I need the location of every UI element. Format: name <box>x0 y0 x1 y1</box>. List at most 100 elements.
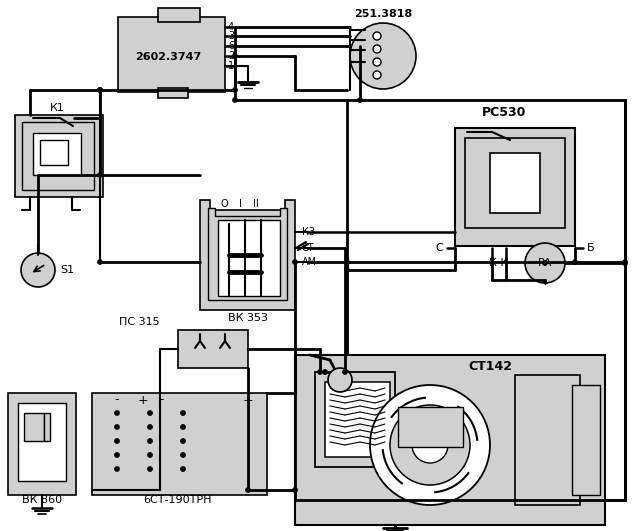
Circle shape <box>293 260 298 264</box>
Circle shape <box>147 424 152 430</box>
Polygon shape <box>200 200 295 310</box>
Circle shape <box>622 260 627 264</box>
Text: -: - <box>160 393 164 407</box>
Bar <box>8 393 76 495</box>
Text: КЗ: КЗ <box>302 227 315 237</box>
Text: 1: 1 <box>228 61 234 71</box>
Circle shape <box>350 23 416 89</box>
Circle shape <box>345 260 349 264</box>
Circle shape <box>246 487 250 492</box>
Circle shape <box>114 439 119 443</box>
Bar <box>325 382 390 457</box>
Circle shape <box>98 260 102 264</box>
Text: ВК 353: ВК 353 <box>228 313 268 323</box>
Text: +: + <box>243 393 253 407</box>
Text: +: + <box>138 393 149 407</box>
Circle shape <box>180 439 185 443</box>
Bar <box>465 138 565 228</box>
Circle shape <box>98 88 102 92</box>
Circle shape <box>232 98 237 102</box>
Text: С: С <box>435 243 443 253</box>
Bar <box>44 413 50 441</box>
Circle shape <box>98 88 102 92</box>
Text: ВК 860: ВК 860 <box>22 495 62 505</box>
Circle shape <box>98 173 102 177</box>
Circle shape <box>180 452 185 458</box>
Circle shape <box>114 452 119 458</box>
Bar <box>22 122 94 190</box>
Circle shape <box>373 71 381 79</box>
Bar <box>490 153 540 213</box>
Bar <box>315 372 395 467</box>
Bar <box>15 115 103 197</box>
Text: S1: S1 <box>60 265 74 275</box>
Circle shape <box>573 260 577 264</box>
Circle shape <box>232 88 237 92</box>
Circle shape <box>358 98 363 102</box>
Text: РС530: РС530 <box>482 107 526 119</box>
Circle shape <box>345 268 349 272</box>
Circle shape <box>373 45 381 53</box>
Text: 251.3818: 251.3818 <box>354 9 412 19</box>
Circle shape <box>373 32 381 40</box>
Text: ПС 315: ПС 315 <box>119 317 160 327</box>
Text: АМ: АМ <box>302 257 317 267</box>
Circle shape <box>114 467 119 472</box>
Circle shape <box>370 385 490 505</box>
Bar <box>455 128 575 246</box>
Text: 4: 4 <box>228 22 234 32</box>
Text: II: II <box>253 199 259 209</box>
Circle shape <box>293 487 298 492</box>
Circle shape <box>180 410 185 415</box>
Bar <box>118 17 225 92</box>
Bar <box>178 330 248 368</box>
Bar <box>158 8 200 22</box>
Text: СТ: СТ <box>302 243 314 253</box>
Text: 2: 2 <box>228 51 234 61</box>
Text: 2602.3747: 2602.3747 <box>135 52 201 62</box>
Bar <box>18 403 66 481</box>
Circle shape <box>114 410 119 415</box>
Circle shape <box>542 261 547 266</box>
Bar <box>398 407 463 447</box>
Bar <box>40 140 68 165</box>
Bar <box>515 375 580 505</box>
Text: О: О <box>220 199 228 209</box>
Bar <box>33 133 81 175</box>
Circle shape <box>147 452 152 458</box>
Bar <box>218 220 280 296</box>
Bar <box>295 355 605 525</box>
Text: СТ142: СТ142 <box>468 361 512 373</box>
Bar <box>347 100 625 500</box>
Circle shape <box>180 424 185 430</box>
Text: К К: К К <box>490 258 509 268</box>
Bar <box>572 385 600 495</box>
Text: 3: 3 <box>228 31 234 41</box>
Circle shape <box>114 424 119 430</box>
Circle shape <box>525 243 565 283</box>
Text: Б: Б <box>587 243 594 253</box>
Circle shape <box>21 253 55 287</box>
Circle shape <box>232 54 237 58</box>
Bar <box>158 88 188 98</box>
Text: К1: К1 <box>50 103 64 113</box>
Text: -: - <box>115 393 119 407</box>
Text: РА: РА <box>538 258 552 268</box>
Text: I: I <box>239 199 241 209</box>
Circle shape <box>622 261 627 266</box>
Text: 6СТ-190ТРН: 6СТ-190ТРН <box>144 495 212 505</box>
Circle shape <box>318 370 323 374</box>
Circle shape <box>342 370 347 374</box>
Circle shape <box>412 427 448 463</box>
Circle shape <box>180 467 185 472</box>
Text: 6: 6 <box>228 41 234 51</box>
Circle shape <box>328 368 352 392</box>
Circle shape <box>147 467 152 472</box>
Circle shape <box>373 58 381 66</box>
Bar <box>92 393 267 495</box>
Circle shape <box>323 370 328 374</box>
Polygon shape <box>208 208 287 300</box>
Circle shape <box>147 410 152 415</box>
Circle shape <box>390 405 470 485</box>
Bar <box>24 413 44 441</box>
